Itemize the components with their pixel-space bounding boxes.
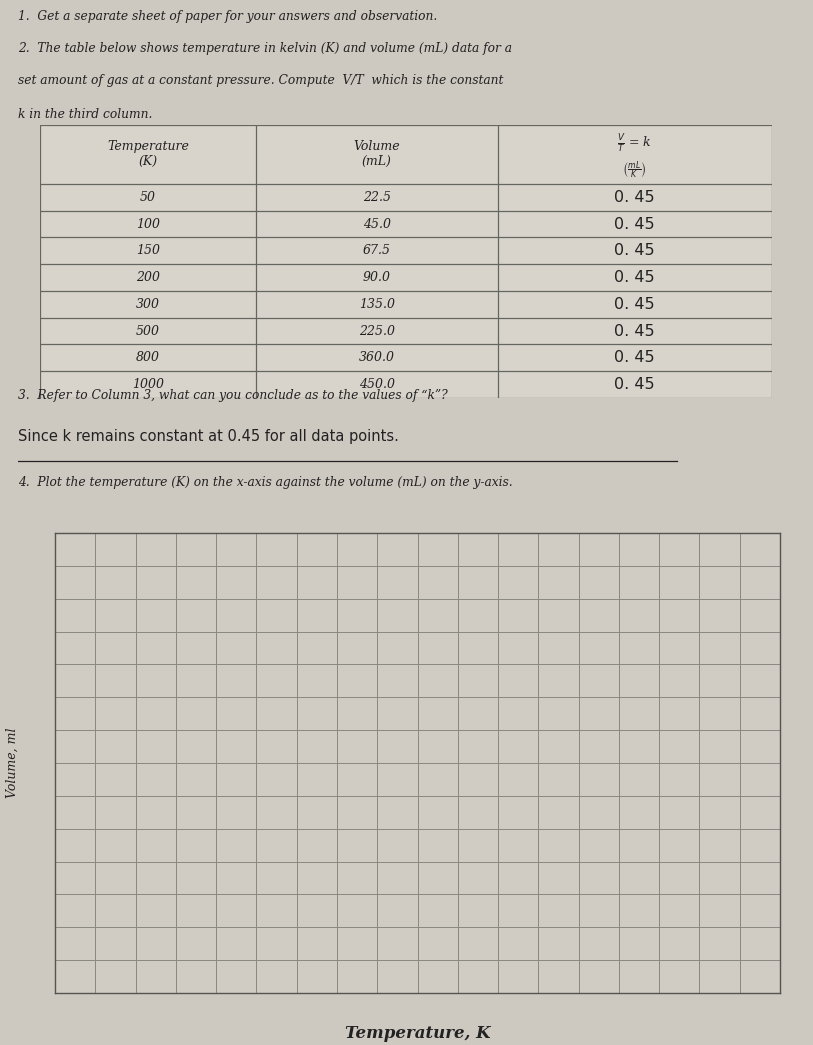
Bar bbox=[40, 318, 256, 345]
Text: 4.  Plot the temperature (K) on the x-axis against the volume (mL) on the y-axis: 4. Plot the temperature (K) on the x-axi… bbox=[18, 477, 513, 489]
Bar bbox=[40, 371, 256, 398]
Text: 67.5: 67.5 bbox=[363, 245, 391, 257]
Text: 0. 45: 0. 45 bbox=[615, 216, 655, 232]
Text: 22.5: 22.5 bbox=[363, 191, 391, 204]
Text: 1000: 1000 bbox=[132, 378, 164, 391]
Text: 0. 45: 0. 45 bbox=[615, 297, 655, 311]
Bar bbox=[498, 371, 772, 398]
Text: 360.0: 360.0 bbox=[359, 351, 395, 365]
Text: 0. 45: 0. 45 bbox=[615, 377, 655, 392]
Bar bbox=[256, 264, 498, 291]
Text: Temperature
(K): Temperature (K) bbox=[107, 140, 189, 168]
Text: 0. 45: 0. 45 bbox=[615, 243, 655, 258]
Text: 0. 45: 0. 45 bbox=[615, 270, 655, 285]
Text: 45.0: 45.0 bbox=[363, 217, 391, 231]
Text: 225.0: 225.0 bbox=[359, 325, 395, 338]
Bar bbox=[256, 318, 498, 345]
Bar bbox=[498, 318, 772, 345]
Bar bbox=[256, 211, 498, 237]
Text: 0. 45: 0. 45 bbox=[615, 190, 655, 205]
Text: Volume, ml: Volume, ml bbox=[6, 727, 19, 798]
Text: 450.0: 450.0 bbox=[359, 378, 395, 391]
Text: $\frac{V}{T}$ = k: $\frac{V}{T}$ = k bbox=[617, 133, 652, 155]
Bar bbox=[40, 211, 256, 237]
Bar bbox=[498, 184, 772, 211]
Text: 200: 200 bbox=[136, 271, 160, 284]
Bar bbox=[256, 184, 498, 211]
Bar bbox=[256, 371, 498, 398]
Bar bbox=[40, 291, 256, 318]
Bar bbox=[498, 237, 772, 264]
Text: 300: 300 bbox=[136, 298, 160, 310]
Text: 800: 800 bbox=[136, 351, 160, 365]
Text: 3.  Refer to Column 3, what can you conclude as to the values of “k”?: 3. Refer to Column 3, what can you concl… bbox=[18, 389, 448, 402]
Bar bbox=[40, 125, 256, 184]
Bar bbox=[498, 264, 772, 291]
Text: 90.0: 90.0 bbox=[363, 271, 391, 284]
Bar bbox=[498, 125, 772, 184]
Text: 0. 45: 0. 45 bbox=[615, 324, 655, 339]
Bar bbox=[256, 291, 498, 318]
Bar bbox=[498, 211, 772, 237]
Bar bbox=[40, 184, 256, 211]
Bar bbox=[40, 264, 256, 291]
Text: Since k remains constant at 0.45 for all data points.: Since k remains constant at 0.45 for all… bbox=[18, 429, 399, 444]
Bar bbox=[256, 125, 498, 184]
Text: 135.0: 135.0 bbox=[359, 298, 395, 310]
Text: $\left(\frac{mL}{K}\right)$: $\left(\frac{mL}{K}\right)$ bbox=[623, 160, 647, 182]
Text: 150: 150 bbox=[136, 245, 160, 257]
Bar bbox=[498, 345, 772, 371]
Text: Temperature, K: Temperature, K bbox=[345, 1025, 490, 1042]
Bar bbox=[256, 237, 498, 264]
Text: 2.  The table below shows temperature in kelvin (K) and volume (mL) data for a: 2. The table below shows temperature in … bbox=[18, 42, 512, 55]
Bar bbox=[40, 345, 256, 371]
Text: 1.  Get a separate sheet of paper for your answers and observation.: 1. Get a separate sheet of paper for you… bbox=[18, 9, 437, 23]
Text: 100: 100 bbox=[136, 217, 160, 231]
Text: 50: 50 bbox=[140, 191, 156, 204]
Bar bbox=[498, 291, 772, 318]
Text: set amount of gas at a constant pressure. Compute  V/T  which is the constant: set amount of gas at a constant pressure… bbox=[18, 74, 503, 88]
Text: Volume
(mL): Volume (mL) bbox=[354, 140, 400, 168]
Bar bbox=[40, 237, 256, 264]
Text: k in the third column.: k in the third column. bbox=[18, 108, 152, 121]
Bar bbox=[256, 345, 498, 371]
Text: 500: 500 bbox=[136, 325, 160, 338]
Text: 0. 45: 0. 45 bbox=[615, 350, 655, 366]
